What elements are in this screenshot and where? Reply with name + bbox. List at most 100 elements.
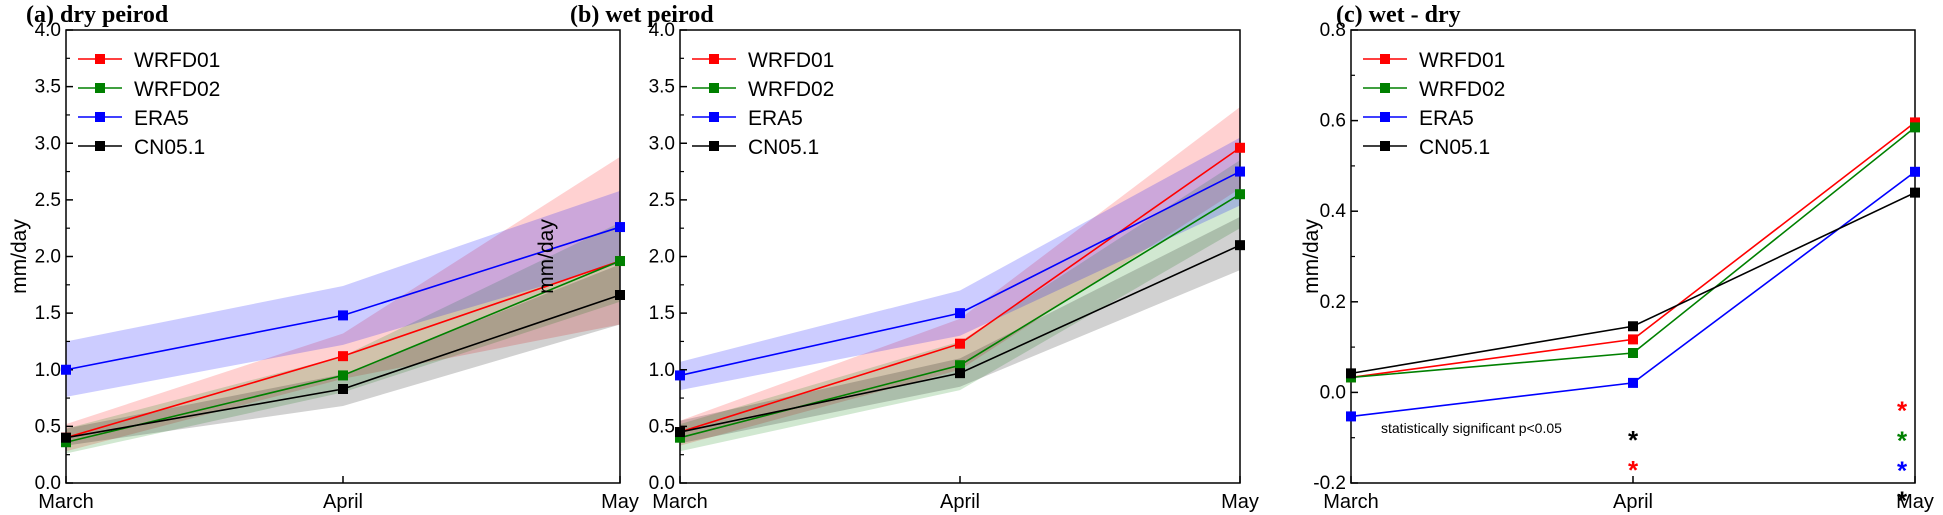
- significance-star: *: [1897, 456, 1908, 486]
- data-point: [955, 368, 965, 379]
- data-point: [338, 351, 348, 362]
- data-point: [675, 432, 685, 443]
- y-tick-label: 3.0: [35, 133, 61, 154]
- legend-label: CN05.1: [748, 136, 819, 159]
- chart-panel-2: (b) wet peirod mm/day 0.0 0.5 1.0 1.5 2.0 2.5 3.…: [535, 2, 1259, 513]
- x-tick-label: May: [1221, 491, 1259, 513]
- data-point: [1235, 240, 1245, 251]
- data-point: [615, 256, 625, 267]
- legend-marker: [709, 83, 719, 93]
- data-point: [615, 222, 625, 233]
- y-tick-label: 3.5: [35, 77, 61, 98]
- data-point: [1628, 377, 1638, 388]
- y-tick-label: 1.5: [649, 303, 675, 324]
- data-point: [1910, 166, 1920, 177]
- legend-marker: [95, 83, 105, 93]
- data-point: [1910, 187, 1920, 198]
- data-point: [338, 310, 348, 321]
- legend-marker: [95, 54, 105, 64]
- significance-star: *: [1628, 425, 1639, 455]
- y-axis-label: mm/day: [1300, 219, 1323, 294]
- data-point: [338, 370, 348, 381]
- uncertainty-band-era5: [680, 137, 1240, 391]
- legend-label: ERA5: [748, 107, 803, 130]
- y-tick-label: 0.6: [1320, 111, 1346, 132]
- y-tick-label: 1.0: [649, 360, 675, 381]
- significance-star: *: [1897, 396, 1908, 426]
- y-tick-label: 0.2: [1320, 292, 1346, 313]
- legend-marker: [709, 112, 719, 122]
- y-axis-label: mm/day: [535, 219, 558, 294]
- y-tick-label: 0.4: [1320, 201, 1347, 222]
- data-point: [61, 364, 71, 375]
- x-tick-label: March: [38, 491, 94, 513]
- x-tick-label: April: [940, 491, 980, 513]
- legend-marker: [1380, 83, 1390, 93]
- y-tick-label: 3.0: [649, 133, 675, 154]
- y-tick-label: 2.0: [35, 247, 61, 268]
- x-tick-label: April: [323, 491, 363, 513]
- y-tick-label: 1.5: [35, 303, 61, 324]
- panel-title: (b) wet peirod: [570, 2, 714, 28]
- y-tick-label: 0.0: [1320, 382, 1346, 403]
- legend-marker: [1380, 54, 1390, 64]
- data-point: [615, 290, 625, 301]
- uncertainty-band-wrfd01: [680, 107, 1240, 446]
- y-tick-label: 0.5: [35, 416, 61, 437]
- chart-panel-3: (c) wet - dry mm/day -0.2 0.0 0.2 0.4 0.6 0.8 Ma…: [1300, 2, 1934, 515]
- panel-title: (a) dry peirod: [26, 2, 169, 28]
- data-point: [955, 308, 965, 319]
- data-point: [1346, 411, 1356, 422]
- legend-marker: [709, 54, 719, 64]
- data-point: [1628, 347, 1638, 358]
- y-tick-label: -0.2: [1313, 473, 1346, 494]
- data-point: [955, 360, 965, 371]
- y-tick-label: 2.5: [35, 190, 61, 211]
- significance-note: statistically significant p<0.05: [1381, 420, 1562, 436]
- legend-label: ERA5: [134, 107, 189, 130]
- y-tick-label: 0.5: [649, 416, 675, 437]
- y-tick-label: 3.5: [649, 77, 675, 98]
- legend-label: WRFD01: [748, 49, 834, 72]
- legend-label: WRFD02: [1419, 78, 1505, 101]
- y-tick-label: 0.0: [649, 473, 675, 494]
- x-tick-label: April: [1613, 491, 1653, 513]
- data-point: [1628, 321, 1638, 332]
- x-tick-label: March: [1323, 491, 1379, 513]
- y-tick-label: 2.5: [649, 190, 675, 211]
- data-point: [338, 384, 348, 395]
- legend-label: WRFD02: [134, 78, 220, 101]
- data-point: [675, 370, 685, 381]
- y-tick-label: 0.0: [35, 473, 61, 494]
- panel-title: (c) wet - dry: [1336, 2, 1461, 28]
- legend-label: CN05.1: [1419, 136, 1490, 159]
- uncertainty-band-era5: [66, 190, 620, 397]
- data-point: [61, 432, 71, 443]
- significance-star: *: [1897, 426, 1908, 456]
- uncertainty-band-wrfd02: [66, 222, 620, 454]
- x-tick-label: March: [652, 491, 708, 513]
- data-point: [675, 427, 685, 438]
- legend-marker: [95, 112, 105, 122]
- legend-label: CN05.1: [134, 136, 205, 159]
- data-point: [1346, 368, 1356, 379]
- y-tick-label: 2.0: [649, 247, 675, 268]
- legend-marker: [709, 141, 719, 151]
- legend-label: ERA5: [1419, 107, 1474, 130]
- data-point: [1910, 122, 1920, 133]
- legend-label: WRFD02: [748, 78, 834, 101]
- series-line-cn051: [1350, 191, 1916, 375]
- significance-star: *: [1897, 486, 1908, 515]
- x-tick-label: May: [601, 491, 639, 513]
- y-tick-label: 4.0: [649, 20, 675, 41]
- significance-star: *: [1628, 455, 1639, 485]
- data-point: [1235, 142, 1245, 153]
- chart-panel-1: (a) dry peirod mm/day 0.0 0.5 1.0 1.5 2.0 2.5 3.…: [8, 2, 639, 513]
- data-point: [1235, 189, 1245, 200]
- y-axis-label: mm/day: [8, 219, 31, 294]
- y-tick-label: 4.0: [35, 20, 61, 41]
- data-point: [1235, 166, 1245, 177]
- legend-label: WRFD01: [134, 49, 220, 72]
- legend-label: WRFD01: [1419, 49, 1505, 72]
